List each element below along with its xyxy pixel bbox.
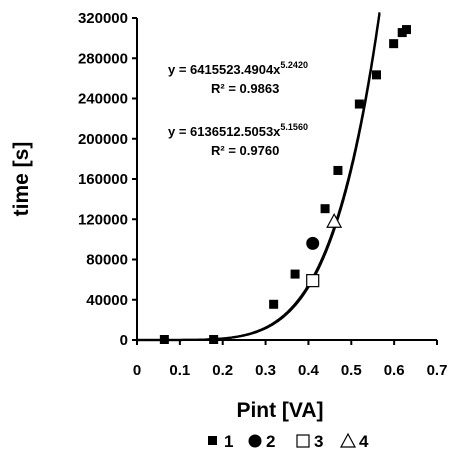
legend-marker-4 (339, 432, 357, 448)
y-tick-label: 80000 (86, 252, 128, 269)
legend: 1 2 3 4 (208, 432, 369, 451)
series-1-point (209, 335, 219, 344)
svg-text:y = 6136512.5053x5.1560: y = 6136512.5053x5.1560 (168, 122, 308, 139)
trendline-1-equation-text: y = 6415523.4904x (168, 62, 281, 77)
legend-label-1: 1 (224, 432, 233, 451)
x-axis-title: Pint [VA] (236, 399, 323, 422)
x-tick-labels: 0 0.1 0.2 0.3 0.4 0.5 0.6 0.7 (133, 340, 448, 379)
series-1-point (290, 269, 300, 279)
trendline-2-equation-text: y = 6136512.5053x (168, 124, 281, 139)
legend-marker-3 (296, 434, 310, 448)
trendline-2-r2: R² = 0.9760 (211, 143, 279, 158)
series-4-point (326, 212, 343, 228)
y-tick-label: 0 (120, 332, 128, 349)
y-tick-labels: 0 40000 80000 120000 160000 200000 240000 28000… (78, 10, 137, 349)
y-tick-label: 320000 (78, 10, 128, 27)
trendline-1-r2: R² = 0.9863 (211, 81, 279, 96)
x-tick-label: 0.3 (255, 362, 276, 379)
series-1-point (269, 299, 279, 309)
series-3-point (306, 274, 320, 288)
trendline-1-exponent: 5.2420 (280, 60, 308, 70)
svg-text:y = 6415523.4904x5.2420: y = 6415523.4904x5.2420 (168, 60, 308, 77)
trendline-1-equation: y = 6415523.4904x5.2420 R² = 0.9863 (168, 60, 308, 96)
y-tick-label: 40000 (86, 292, 128, 309)
legend-marker-1 (208, 436, 217, 445)
x-tick-label: 0.2 (212, 362, 233, 379)
trendline-2-exponent: 5.1560 (280, 122, 308, 132)
x-tick-label: 0 (133, 362, 141, 379)
series-1-point (372, 70, 381, 80)
series-1-point (159, 335, 169, 344)
x-tick-label: 0.1 (169, 362, 190, 379)
legend-marker-2 (248, 434, 262, 448)
y-tick-label: 240000 (78, 91, 128, 108)
legend-label-4: 4 (359, 432, 369, 451)
trendline-2-equation: y = 6136512.5053x5.1560 R² = 0.9760 (168, 122, 308, 158)
series-1-point (320, 204, 330, 214)
x-tick-label: 0.6 (384, 362, 405, 379)
legend-label-3: 3 (314, 432, 323, 451)
legend-label-2: 2 (266, 432, 275, 451)
x-tick-label: 0.4 (298, 362, 320, 379)
data-points (159, 25, 411, 344)
series-2-point (306, 236, 320, 250)
y-axis-title: time [s] (10, 142, 33, 217)
series-1-point (402, 25, 411, 35)
y-tick-label: 200000 (78, 131, 128, 148)
series-1-point (389, 39, 399, 49)
x-tick-label: 0.5 (341, 362, 362, 379)
y-tick-label: 120000 (78, 211, 128, 228)
series-1-point (354, 99, 364, 109)
y-tick-label: 160000 (78, 171, 128, 188)
series-1-point (333, 165, 343, 175)
x-tick-label: 0.7 (427, 362, 448, 379)
y-tick-label: 280000 (78, 50, 128, 67)
